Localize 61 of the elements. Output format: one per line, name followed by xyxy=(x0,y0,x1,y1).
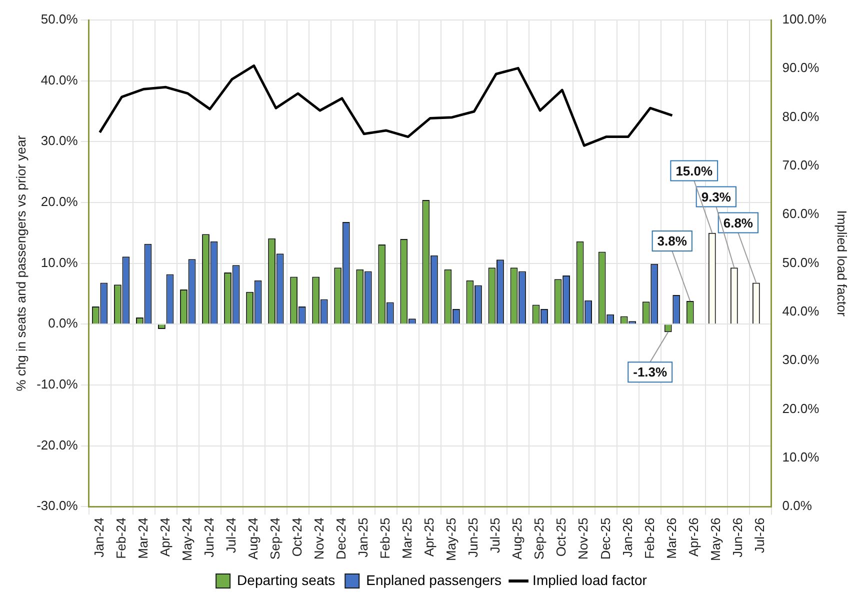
data-label: 15.0% xyxy=(676,163,714,178)
x-tick-label: Jun-24 xyxy=(201,518,216,558)
x-tick-label: Jul-25 xyxy=(488,518,503,554)
x-tick-label: Mar-24 xyxy=(135,518,150,559)
y-tick-label: 10.0% xyxy=(40,254,78,270)
x-tick-label: Oct-25 xyxy=(554,518,569,557)
x-tick-label: Apr-25 xyxy=(422,518,437,557)
x-tick-label: Feb-26 xyxy=(642,518,657,559)
y-tick-label: 40.0% xyxy=(40,72,78,88)
x-tick-label: Jun-26 xyxy=(730,518,745,558)
y-tick-label: -30.0% xyxy=(36,498,78,514)
y2-tick-label: 100.0% xyxy=(782,12,827,27)
x-tick-label: Jan-24 xyxy=(91,518,106,558)
y-tick-label: -10.0% xyxy=(36,376,78,392)
x-tick-label: Jul-26 xyxy=(752,518,767,554)
y2-tick-label: 50.0% xyxy=(782,254,820,270)
data-label: 3.8% xyxy=(657,234,688,249)
legend-label: Implied load factor xyxy=(532,572,648,588)
data-label: 9.3% xyxy=(701,189,732,204)
y2-tick-label: 70.0% xyxy=(782,158,820,173)
x-tick-label: Nov-25 xyxy=(576,518,591,560)
y-tick-label: -20.0% xyxy=(36,437,78,452)
y-axis-title: % chg in seats and passengers vs prior year xyxy=(13,134,28,392)
data-label: 6.8% xyxy=(723,215,754,230)
x-tick-label: Apr-24 xyxy=(157,518,172,557)
y-tick-label: 20.0% xyxy=(40,194,78,210)
y2-tick-label: 40.0% xyxy=(782,304,820,319)
x-tick-label: Sep-24 xyxy=(268,518,283,560)
x-tick-label: Jan-26 xyxy=(620,518,635,558)
x-tick-label: Sep-25 xyxy=(532,518,547,560)
x-tick-label: Feb-25 xyxy=(378,518,393,559)
x-tick-label: Aug-24 xyxy=(245,518,260,560)
x-tick-label: Dec-25 xyxy=(598,518,613,560)
x-tick-label: Jan-25 xyxy=(356,518,371,558)
y2-tick-label: 20.0% xyxy=(782,400,820,416)
y2-tick-label: 60.0% xyxy=(782,206,820,222)
x-tick-label: May-24 xyxy=(179,518,194,562)
x-tick-label: Jul-24 xyxy=(223,518,238,554)
y-tick-label: 50.0% xyxy=(40,12,78,27)
y2-tick-label: 10.0% xyxy=(782,450,820,465)
x-tick-label: May-25 xyxy=(444,518,459,562)
y-tick-label: 0.0% xyxy=(48,316,78,331)
y2-tick-label: 30.0% xyxy=(782,352,820,368)
y2-tick-label: 90.0% xyxy=(782,60,820,76)
x-tick-label: Jun-25 xyxy=(466,518,481,558)
x-tick-label: May-26 xyxy=(708,518,723,562)
legend-label: Enplaned passengers xyxy=(366,572,502,588)
x-tick-label: Mar-26 xyxy=(664,518,679,559)
x-tick-label: Apr-26 xyxy=(686,518,701,557)
x-tick-label: Nov-24 xyxy=(312,518,327,560)
legend-label: Departing seats xyxy=(237,572,336,588)
y2-tick-label: 80.0% xyxy=(782,108,820,124)
y-tick-label: 30.0% xyxy=(40,133,78,148)
data-label: -1.3% xyxy=(633,364,668,380)
x-tick-label: Aug-25 xyxy=(510,518,525,560)
x-tick-label: Feb-24 xyxy=(113,518,128,559)
x-tick-label: Oct-24 xyxy=(290,518,305,557)
x-tick-label: Mar-25 xyxy=(400,518,415,559)
y2-tick-label: 0.0% xyxy=(782,498,812,514)
y2-axis-title: Implied load factor xyxy=(834,210,850,318)
x-tick-label: Dec-24 xyxy=(334,518,349,560)
